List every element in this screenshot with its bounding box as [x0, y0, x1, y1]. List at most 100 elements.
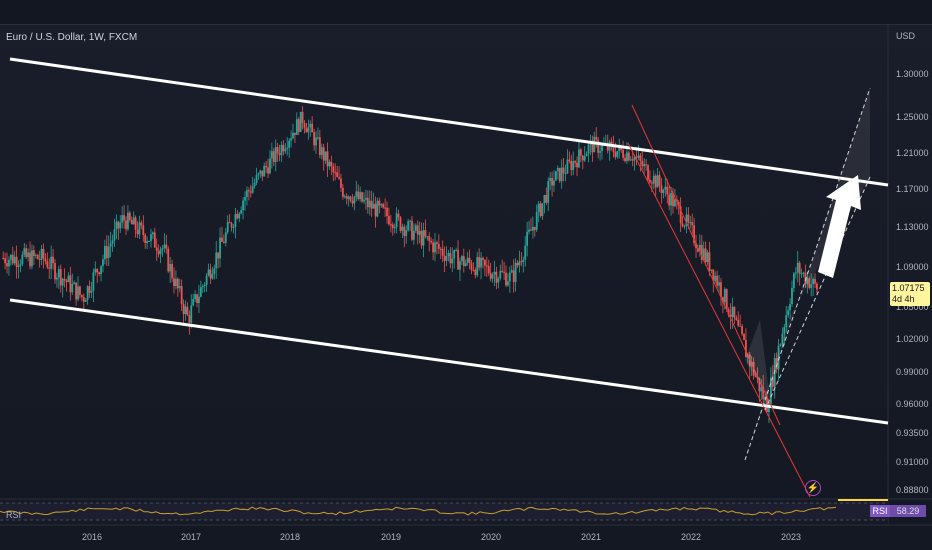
- candle-body: [777, 345, 780, 370]
- candle-body: [668, 194, 671, 206]
- candle-body: [660, 185, 663, 194]
- candle-body: [77, 286, 79, 300]
- candle-body: [65, 280, 68, 283]
- candle-body: [633, 156, 636, 161]
- candle-body: [562, 167, 565, 174]
- candle-body: [163, 244, 166, 248]
- candle-body: [159, 249, 162, 255]
- candle-body: [487, 265, 490, 274]
- candle-body: [79, 286, 81, 296]
- candle-body: [290, 138, 292, 141]
- candle-body: [539, 203, 542, 217]
- candle-body: [274, 147, 277, 162]
- red-channel-lower-line[interactable]: [627, 142, 811, 498]
- candle-body: [587, 144, 590, 154]
- symbol-title[interactable]: Euro / U.S. Dollar, 1W, FXCM: [6, 32, 138, 43]
- candle-body: [796, 262, 799, 273]
- candle-body: [547, 181, 550, 203]
- candle-body: [624, 157, 626, 162]
- candle-body: [455, 249, 458, 251]
- candle-body: [576, 162, 578, 168]
- candle-body: [775, 358, 778, 370]
- candle-body: [280, 144, 283, 156]
- candle-body: [484, 259, 486, 266]
- price-tick-label: 0.91000: [896, 457, 929, 467]
- candle-body: [743, 333, 745, 340]
- candle-body: [165, 244, 168, 249]
- candle-body: [745, 339, 747, 358]
- candle-body: [48, 267, 51, 269]
- projection-channel-lower-line[interactable]: [764, 176, 871, 411]
- candle-body: [531, 226, 534, 231]
- candle-body: [155, 247, 158, 251]
- candle-body: [347, 196, 350, 199]
- candle-body: [59, 269, 62, 286]
- candle-body: [595, 136, 598, 140]
- target-arrow-icon[interactable]: [818, 175, 861, 278]
- candle-body: [460, 256, 463, 262]
- candle-body: [38, 258, 41, 260]
- candle-body: [11, 254, 14, 264]
- candle-body: [338, 176, 340, 179]
- rsi-tag-value: 58.29: [890, 505, 926, 517]
- price-tick-label: 1.05000: [896, 302, 929, 312]
- candle-body: [672, 192, 674, 207]
- candle-body: [779, 344, 782, 346]
- rsi-pane-label[interactable]: RSI: [6, 510, 22, 520]
- candle-body: [46, 261, 49, 268]
- candle-body: [551, 177, 553, 186]
- candle-body: [2, 258, 5, 259]
- candle-body: [451, 258, 454, 264]
- red-channel-upper-line[interactable]: [631, 104, 781, 426]
- candle-body: [727, 309, 730, 315]
- year-tick-label: 2017: [181, 532, 202, 542]
- projection-channel-upper-line[interactable]: [744, 87, 871, 461]
- candle-body: [556, 167, 559, 172]
- candle-body: [305, 128, 308, 133]
- candle-body: [437, 243, 440, 249]
- candle-body: [476, 257, 479, 276]
- lightning-icon[interactable]: ⚡: [805, 480, 821, 496]
- candle-body: [330, 161, 333, 167]
- candle-body: [25, 248, 28, 258]
- candle-body: [186, 306, 189, 316]
- candle-body: [468, 257, 471, 263]
- channel-lower-line[interactable]: [9, 298, 889, 425]
- price-tick-label: 0.99000: [896, 367, 929, 377]
- candle-body: [113, 229, 116, 241]
- candle-body: [144, 234, 147, 244]
- candle-body: [326, 151, 329, 167]
- candle-body: [249, 191, 252, 193]
- candle-body: [246, 190, 248, 197]
- candle-body: [411, 220, 413, 240]
- candle-body: [510, 270, 513, 273]
- candle-body: [485, 265, 488, 267]
- candle-body: [652, 175, 655, 184]
- candle-body: [804, 272, 807, 284]
- candle-body: [221, 237, 223, 242]
- candle-body: [721, 297, 724, 303]
- candle-body: [597, 139, 600, 153]
- candle-body: [393, 227, 396, 229]
- year-tick-label: 2016: [82, 532, 103, 542]
- candle-body: [708, 252, 711, 271]
- candle-body: [712, 269, 715, 281]
- channel-upper-line[interactable]: [9, 57, 889, 187]
- candle-body: [61, 278, 64, 286]
- candle-body: [491, 274, 494, 279]
- candle-body: [618, 145, 621, 152]
- candle-body: [710, 269, 713, 271]
- candle-body: [67, 275, 70, 283]
- candle-body: [32, 250, 35, 256]
- candle-body: [645, 164, 648, 166]
- candle-body: [524, 245, 527, 260]
- candle-body: [84, 299, 87, 302]
- candle-body: [103, 246, 106, 260]
- candle-body: [169, 263, 172, 272]
- candle-body: [309, 123, 312, 128]
- candle-body: [153, 232, 156, 248]
- candle-body: [560, 167, 563, 182]
- candle-body: [13, 256, 16, 264]
